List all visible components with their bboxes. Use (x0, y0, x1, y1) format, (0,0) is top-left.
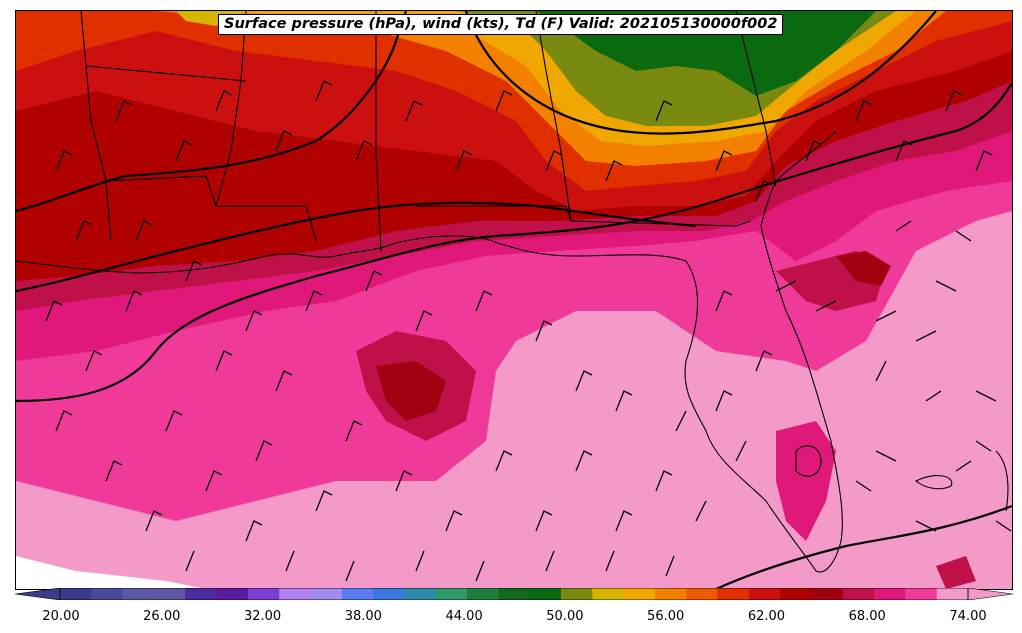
colorbar-swatch (247, 588, 280, 600)
map-panel (15, 10, 1013, 590)
colorbar-swatch (373, 588, 405, 600)
colorbar-tick-label: 62.00 (747, 609, 786, 624)
colorbar-swatch (341, 588, 374, 600)
colorbar-tick-label: 68.00 (848, 609, 886, 624)
colorbar-swatch (153, 588, 186, 600)
colorbar-swatch (122, 588, 155, 600)
moist-core-georgia (836, 251, 891, 286)
colorbar-swatch (780, 588, 812, 600)
colorbar-swatch (529, 588, 562, 600)
colorbar-swatch (905, 588, 938, 600)
colorbar-swatch (60, 588, 92, 600)
colorbar-swatch (654, 588, 687, 600)
colorbar-tick-label: 56.00 (647, 609, 685, 624)
moist-patch-bahamas (936, 556, 976, 589)
colorbar-swatch (592, 588, 625, 600)
colorbar-swatch (310, 588, 343, 600)
colorbar-swatch (811, 588, 844, 600)
colorbar-tick-label: 26.00 (143, 609, 181, 624)
colorbar-tick-label: 38.00 (344, 609, 382, 624)
colorbar-swatch (467, 588, 499, 600)
colorbar-border (59, 588, 969, 600)
colorbar-swatch (842, 588, 875, 600)
coastline (16, 130, 1009, 573)
colorbar-swatch (498, 588, 531, 600)
colorbar-tick-label: 32.00 (243, 609, 282, 624)
state-borders (80, 11, 777, 252)
colorbar-swatch (874, 588, 906, 600)
colorbar-swatch (936, 588, 969, 600)
colorbar-swatch (279, 588, 311, 600)
colorbar-swatch (686, 588, 719, 600)
map-title: Surface pressure (hPa), wind (kts), Td (… (218, 14, 784, 35)
colorbar-swatch (560, 588, 593, 600)
no-data-region (16, 556, 206, 589)
colorbar-extend-low (15, 588, 61, 600)
moist-core-gulf (376, 361, 446, 421)
moist-patch-florida (776, 421, 836, 541)
colorbar-swatch (404, 588, 437, 600)
isobars (16, 11, 1012, 589)
colorbar-swatch (216, 588, 249, 600)
colorbar (15, 588, 1013, 600)
colorbar-tick-label: 50.00 (546, 609, 584, 624)
colorbar-tick-label: 74.00 (949, 609, 987, 624)
colorbar-extend-high (967, 588, 1013, 600)
colorbar-swatch (91, 588, 124, 600)
wind-barbs (45, 80, 1012, 582)
colorbar-swatch (435, 588, 468, 600)
colorbar-swatch (748, 588, 781, 600)
colorbar-swatch (185, 588, 218, 600)
colorbar-swatch (623, 588, 656, 600)
colorbar-tick-label: 20.00 (42, 609, 80, 624)
colorbar-swatch (717, 588, 750, 600)
colorbar-tick-label: 44.00 (445, 609, 483, 624)
dewpoint-map (16, 11, 1012, 589)
